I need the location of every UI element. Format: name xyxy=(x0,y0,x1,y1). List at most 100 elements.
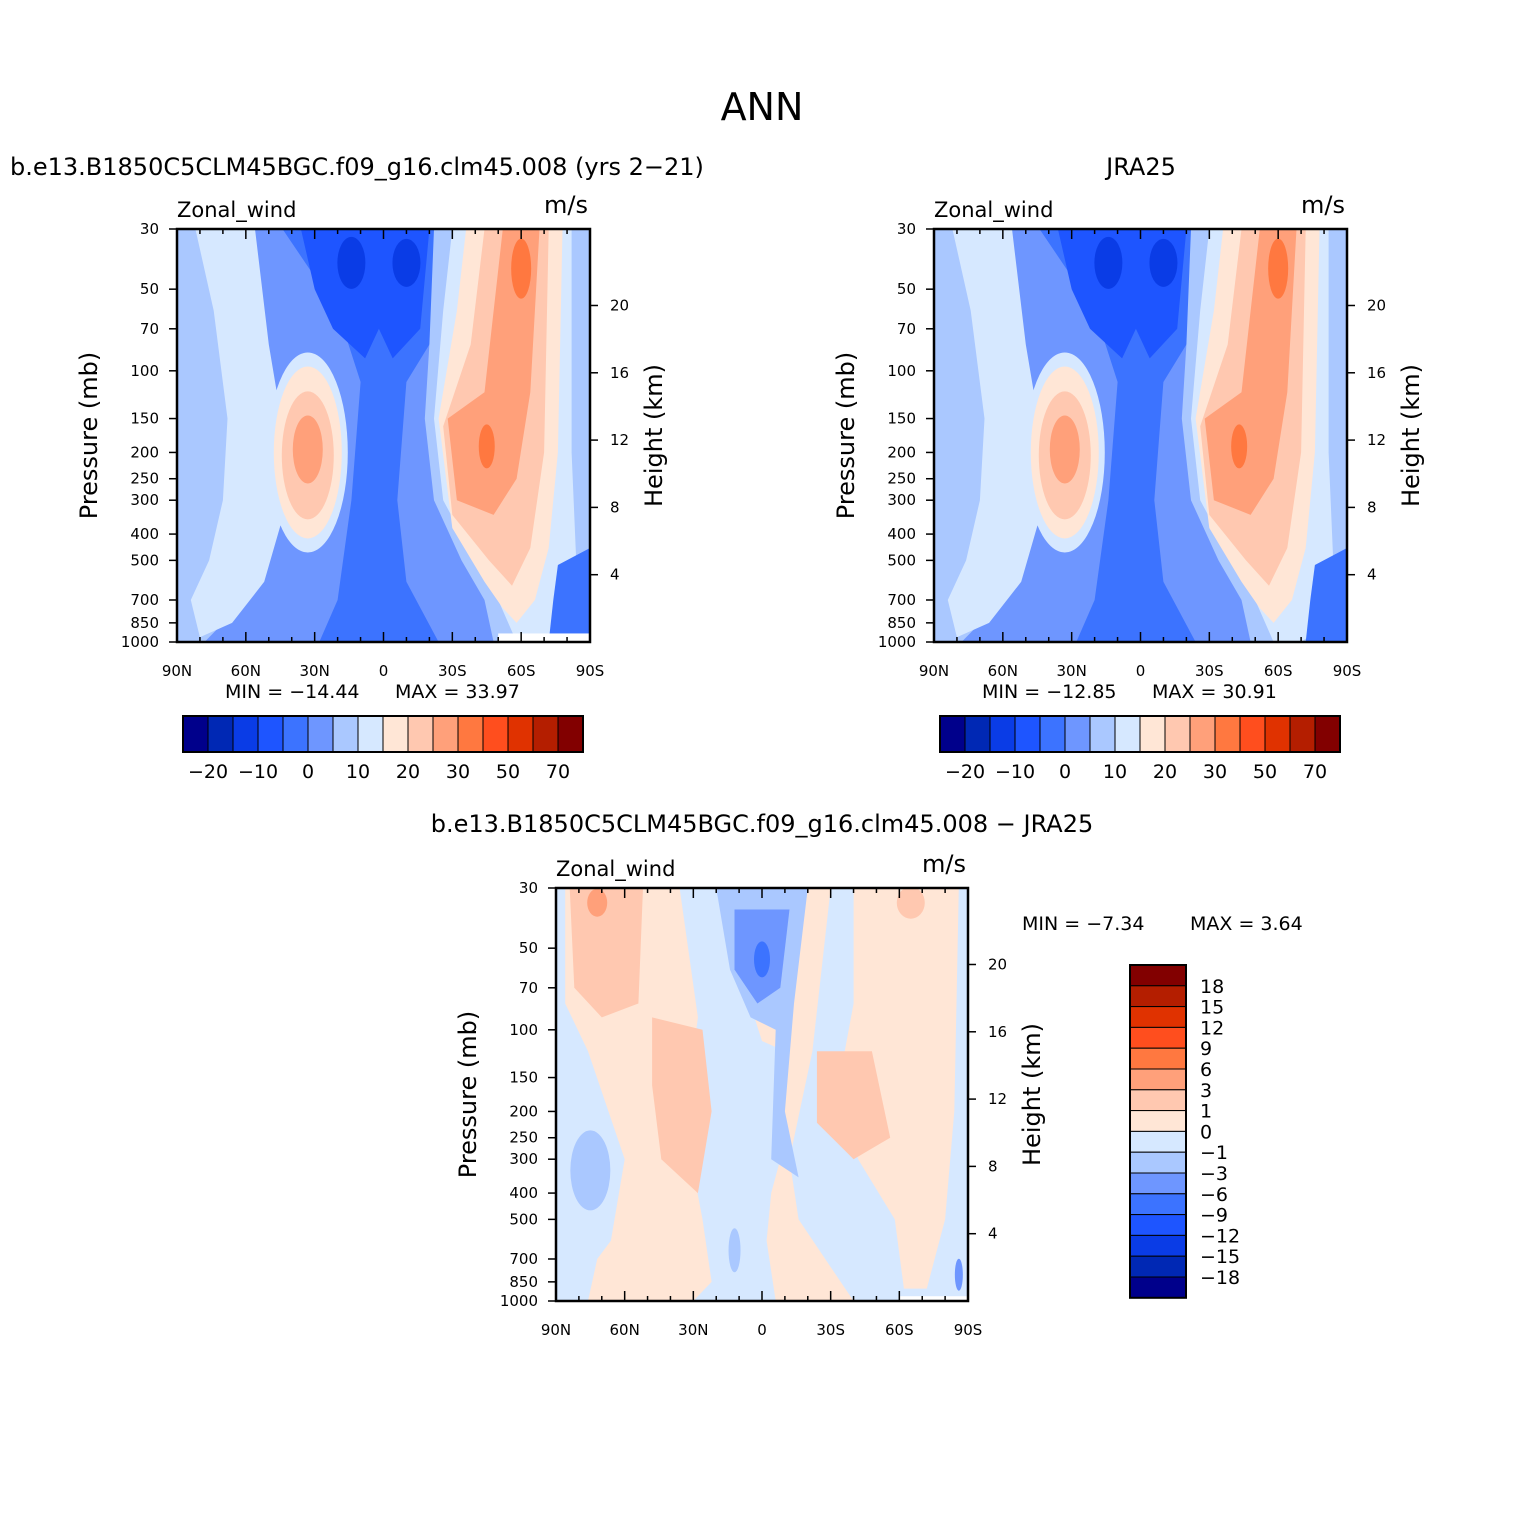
y-tick-label: 70 xyxy=(519,979,538,997)
y2-tick-label: 4 xyxy=(1367,566,1377,584)
x-tick-label: 30S xyxy=(438,662,467,680)
field-holder xyxy=(177,229,590,642)
y-tick-label: 70 xyxy=(140,320,159,338)
x-tick-label: 90S xyxy=(954,1321,983,1339)
panels: 90N 60N 30N 0 30S 60S 90S305070100150200250300… xyxy=(10,153,1425,1339)
colorbar-swatch xyxy=(1129,1110,1187,1132)
units-label: m/s xyxy=(1301,191,1345,219)
y-tick-label: 200 xyxy=(509,1102,538,1120)
colorbar-label: 9 xyxy=(1200,1038,1212,1060)
panel-model: 90N 60N 30N 0 30S 60S 90S305070100150200250300… xyxy=(10,153,704,783)
y-axis-label: Pressure (mb) xyxy=(75,352,103,519)
colorbar-swatch xyxy=(1129,964,1187,987)
colorbar-swatch xyxy=(432,715,459,753)
y-tick-label: 250 xyxy=(130,470,159,488)
x-tick-label: 90S xyxy=(1333,662,1362,680)
colorbar-label: 0 xyxy=(1059,761,1071,783)
y2-tick-label: 12 xyxy=(988,1090,1007,1108)
colorbar-swatch xyxy=(1129,1193,1187,1216)
nh-band-2 xyxy=(947,229,1040,638)
x-tick-label: 0 xyxy=(757,1321,767,1339)
y-tick-label: 850 xyxy=(509,1273,538,1291)
colorbar-swatch xyxy=(282,715,309,753)
y-tick-label: 100 xyxy=(509,1021,538,1039)
colorbar-swatch xyxy=(1039,715,1066,753)
y-tick-label: 150 xyxy=(130,410,159,428)
colorbar-frame xyxy=(1129,964,1187,1299)
colorbar-swatch xyxy=(1239,715,1266,753)
min-label: MIN = −12.85 xyxy=(982,681,1117,703)
y-tick-label: 500 xyxy=(509,1210,538,1228)
field-holder xyxy=(934,229,1347,642)
contour-field-wrap xyxy=(177,229,590,642)
y-tick-label: 300 xyxy=(130,491,159,509)
colorbar-swatch xyxy=(332,715,359,753)
x-tick-label: 60S xyxy=(1264,662,1293,680)
contour-field-wrap xyxy=(934,229,1347,642)
x-tick-label: 60N xyxy=(231,662,261,680)
y-tick-label: 50 xyxy=(140,280,159,298)
colorbar-label: 15 xyxy=(1200,997,1224,1019)
x-tick-label: 90N xyxy=(541,1321,571,1339)
colorbar-label: −6 xyxy=(1200,1184,1228,1206)
y-axis-label: Pressure (mb) xyxy=(832,352,860,519)
colorbar-swatch xyxy=(182,715,209,753)
colorbar-swatch xyxy=(1129,1130,1187,1153)
x-tick-label: 90S xyxy=(576,662,605,680)
colorbar-swatch xyxy=(1189,715,1216,753)
colorbar-label: 6 xyxy=(1200,1059,1212,1081)
colorbar-swatch xyxy=(1089,715,1116,753)
colorbar-swatch xyxy=(507,715,534,753)
field-holder xyxy=(556,888,968,1301)
colorbar-swatch xyxy=(532,715,559,753)
nh-mid-negative xyxy=(570,1130,611,1211)
colorbar-label: 3 xyxy=(1200,1080,1212,1102)
colorbar-label: 70 xyxy=(546,761,570,783)
x-tick-label: 90N xyxy=(162,662,192,680)
variable-label: Zonal_wind xyxy=(556,857,675,882)
x-tick-label: 60S xyxy=(507,662,536,680)
nh-jet-30 xyxy=(1049,415,1080,484)
colorbar-frame xyxy=(939,715,1341,753)
y-tick-label: 400 xyxy=(130,525,159,543)
colorbar-frame xyxy=(182,715,584,753)
y-tick-label: 50 xyxy=(519,939,538,957)
nh-jet-30 xyxy=(292,415,323,484)
colorbar-swatch xyxy=(989,715,1016,753)
panel-title: b.e13.B1850C5CLM45BGC.f09_g16.clm45.008 … xyxy=(431,810,1093,838)
y-tick-label: 30 xyxy=(140,220,159,238)
colorbar-swatch xyxy=(1129,1234,1187,1257)
y-tick-label: 400 xyxy=(509,1184,538,1202)
colorbar-swatch xyxy=(939,715,966,753)
x-tick-label: 30S xyxy=(816,1321,845,1339)
colorbar-label: −9 xyxy=(1200,1205,1228,1227)
y-tick-label: 1000 xyxy=(500,1292,538,1310)
sh-strat-jet xyxy=(511,238,532,299)
x-tick-label: 30N xyxy=(1057,662,1087,680)
y2-tick-label: 4 xyxy=(610,566,620,584)
polar-negative xyxy=(954,1258,963,1291)
colorbar-swatch xyxy=(207,715,234,753)
missing-data xyxy=(899,1296,968,1301)
y-tick-label: 400 xyxy=(887,525,916,543)
y2-tick-label: 16 xyxy=(610,364,629,382)
x-tick-label: 0 xyxy=(1136,662,1146,680)
colorbar-swatch xyxy=(964,715,991,753)
colorbar-label: 0 xyxy=(1200,1121,1212,1143)
colorbar-label: −20 xyxy=(945,761,985,783)
sh-jet-30 xyxy=(447,229,540,515)
variable-label: Zonal_wind xyxy=(934,198,1053,223)
colorbar-label: 0 xyxy=(302,761,314,783)
y-tick-label: 150 xyxy=(509,1069,538,1087)
colorbar-swatch xyxy=(382,715,409,753)
x-tick-label: 30N xyxy=(300,662,330,680)
colorbar-swatch xyxy=(1214,715,1241,753)
sh-jet-30 xyxy=(1204,229,1297,515)
colorbar-swatch xyxy=(1129,985,1187,1008)
y-tick-label: 200 xyxy=(130,443,159,461)
colorbar-swatch xyxy=(1139,715,1166,753)
colorbar-swatch xyxy=(1129,1068,1187,1091)
y-tick-label: 300 xyxy=(887,491,916,509)
colorbar-label: 10 xyxy=(1103,761,1127,783)
sh-polar-surface xyxy=(548,548,590,642)
